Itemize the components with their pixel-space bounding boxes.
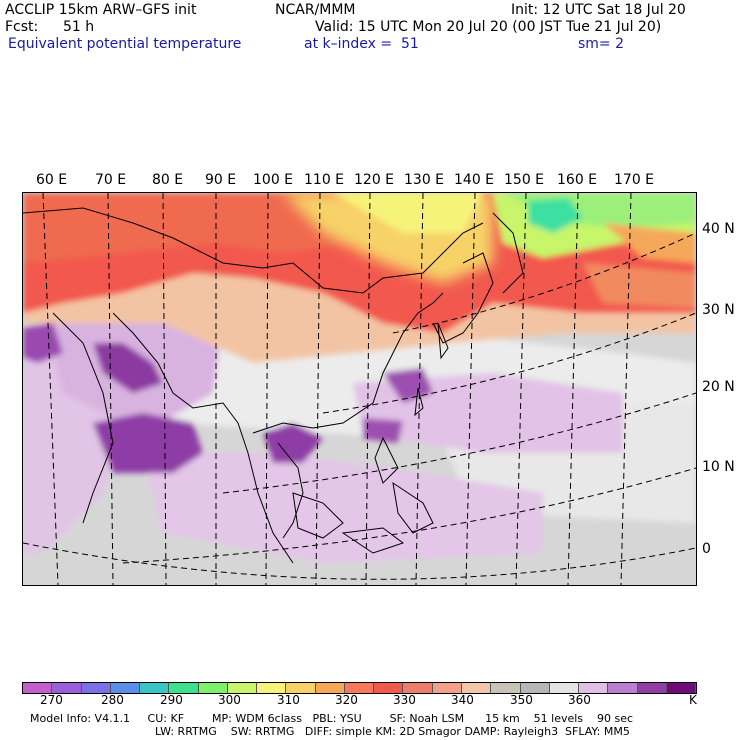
map-canvas [23,193,696,585]
colorbar-segment [169,683,199,693]
forecast-label: Fcst: [5,19,39,35]
colorbar [22,682,697,694]
colorbar-segment [461,683,492,693]
level-info: at k–index = 51 [304,36,419,52]
colorbar-tick: 340 [451,693,474,707]
colorbar-tick: 310 [277,693,300,707]
colorbar-segment [198,683,228,693]
model-title: ACCLIP 15km ARW–GFS init [5,2,197,18]
colorbar-segment [23,683,53,693]
colorbar-tick: 330 [393,693,416,707]
colorbar-tick: 320 [335,693,358,707]
graticule [23,193,696,585]
colorbar-unit: K [689,693,697,707]
colorbar-segment [257,683,287,693]
colorbar-segment [81,683,111,693]
colorbar-segment [608,683,638,693]
colorbar-segment [637,683,667,693]
lon-label: 80 E [152,172,184,188]
smoothing-info: sm= 2 [578,36,625,52]
colorbar-tick: 280 [101,693,124,707]
colorbar-segment [579,683,609,693]
lat-label: 30 N [702,302,735,318]
lon-label: 100 E [253,172,294,188]
lon-label: 130 E [404,172,445,188]
colorbar-segment [520,683,550,693]
colorbar-segment [403,683,433,693]
field-name: Equivalent potential temperature [8,36,242,52]
colorbar-segment [374,683,404,693]
lon-label: 150 E [504,172,545,188]
lon-label: 140 E [454,172,495,188]
colorbar-segment [140,683,170,693]
colorbar-tick: 360 [568,693,591,707]
lon-label: 160 E [557,172,598,188]
init-time: Init: 12 UTC Sat 18 Jul 20 [511,2,686,18]
valid-time: Valid: 15 UTC Mon 20 Jul 20 (00 JST Tue … [315,19,662,35]
model-info-line1: Model Info: V4.1.1 CU: KF MP: WDM 6class… [30,712,634,725]
lat-label: 0 [702,541,711,557]
lon-label: 90 E [205,172,237,188]
lat-label: 20 N [702,379,735,395]
colorbar-segment [315,683,345,693]
colorbar-tick: 350 [510,693,533,707]
colorbar-segment [549,683,580,693]
lon-label: 170 E [614,172,655,188]
model-info-line2: LW: RRTMG SW: RRTMG DIFF: simple KM: 2D … [155,725,630,738]
colorbar-tick: 300 [218,693,241,707]
colorbar-tick: 290 [160,693,183,707]
lon-label: 60 E [36,172,68,188]
lon-label: 110 E [304,172,345,188]
colorbar-segment [344,683,375,693]
colorbar-segment [52,683,82,693]
organization-label: NCAR/MMM [275,2,356,18]
lon-label: 70 E [95,172,127,188]
colorbar-segment [491,683,521,693]
colorbar-segment [286,683,316,693]
lat-label: 10 N [702,459,735,475]
lat-label: 40 N [702,221,735,237]
lon-label: 120 E [354,172,395,188]
colorbar-segment [227,683,258,693]
colorbar-tick: 270 [40,693,63,707]
coastlines [23,207,524,564]
forecast-hour: 51 h [63,19,95,35]
colorbar-segment [666,683,697,693]
theta-e-map [22,192,697,586]
colorbar-segment [432,683,462,693]
colorbar-segment [110,683,141,693]
field-shading [23,193,696,563]
